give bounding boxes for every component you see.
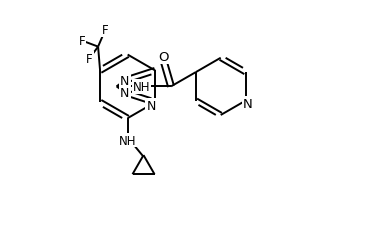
- Text: N: N: [120, 74, 130, 87]
- Text: N: N: [147, 99, 156, 112]
- Text: N: N: [243, 98, 252, 111]
- Text: N: N: [120, 86, 130, 99]
- Text: NH: NH: [132, 81, 150, 94]
- Text: F: F: [102, 24, 109, 37]
- Text: F: F: [79, 35, 85, 48]
- Text: F: F: [86, 53, 93, 66]
- Text: NH: NH: [119, 134, 136, 147]
- Text: O: O: [159, 51, 169, 64]
